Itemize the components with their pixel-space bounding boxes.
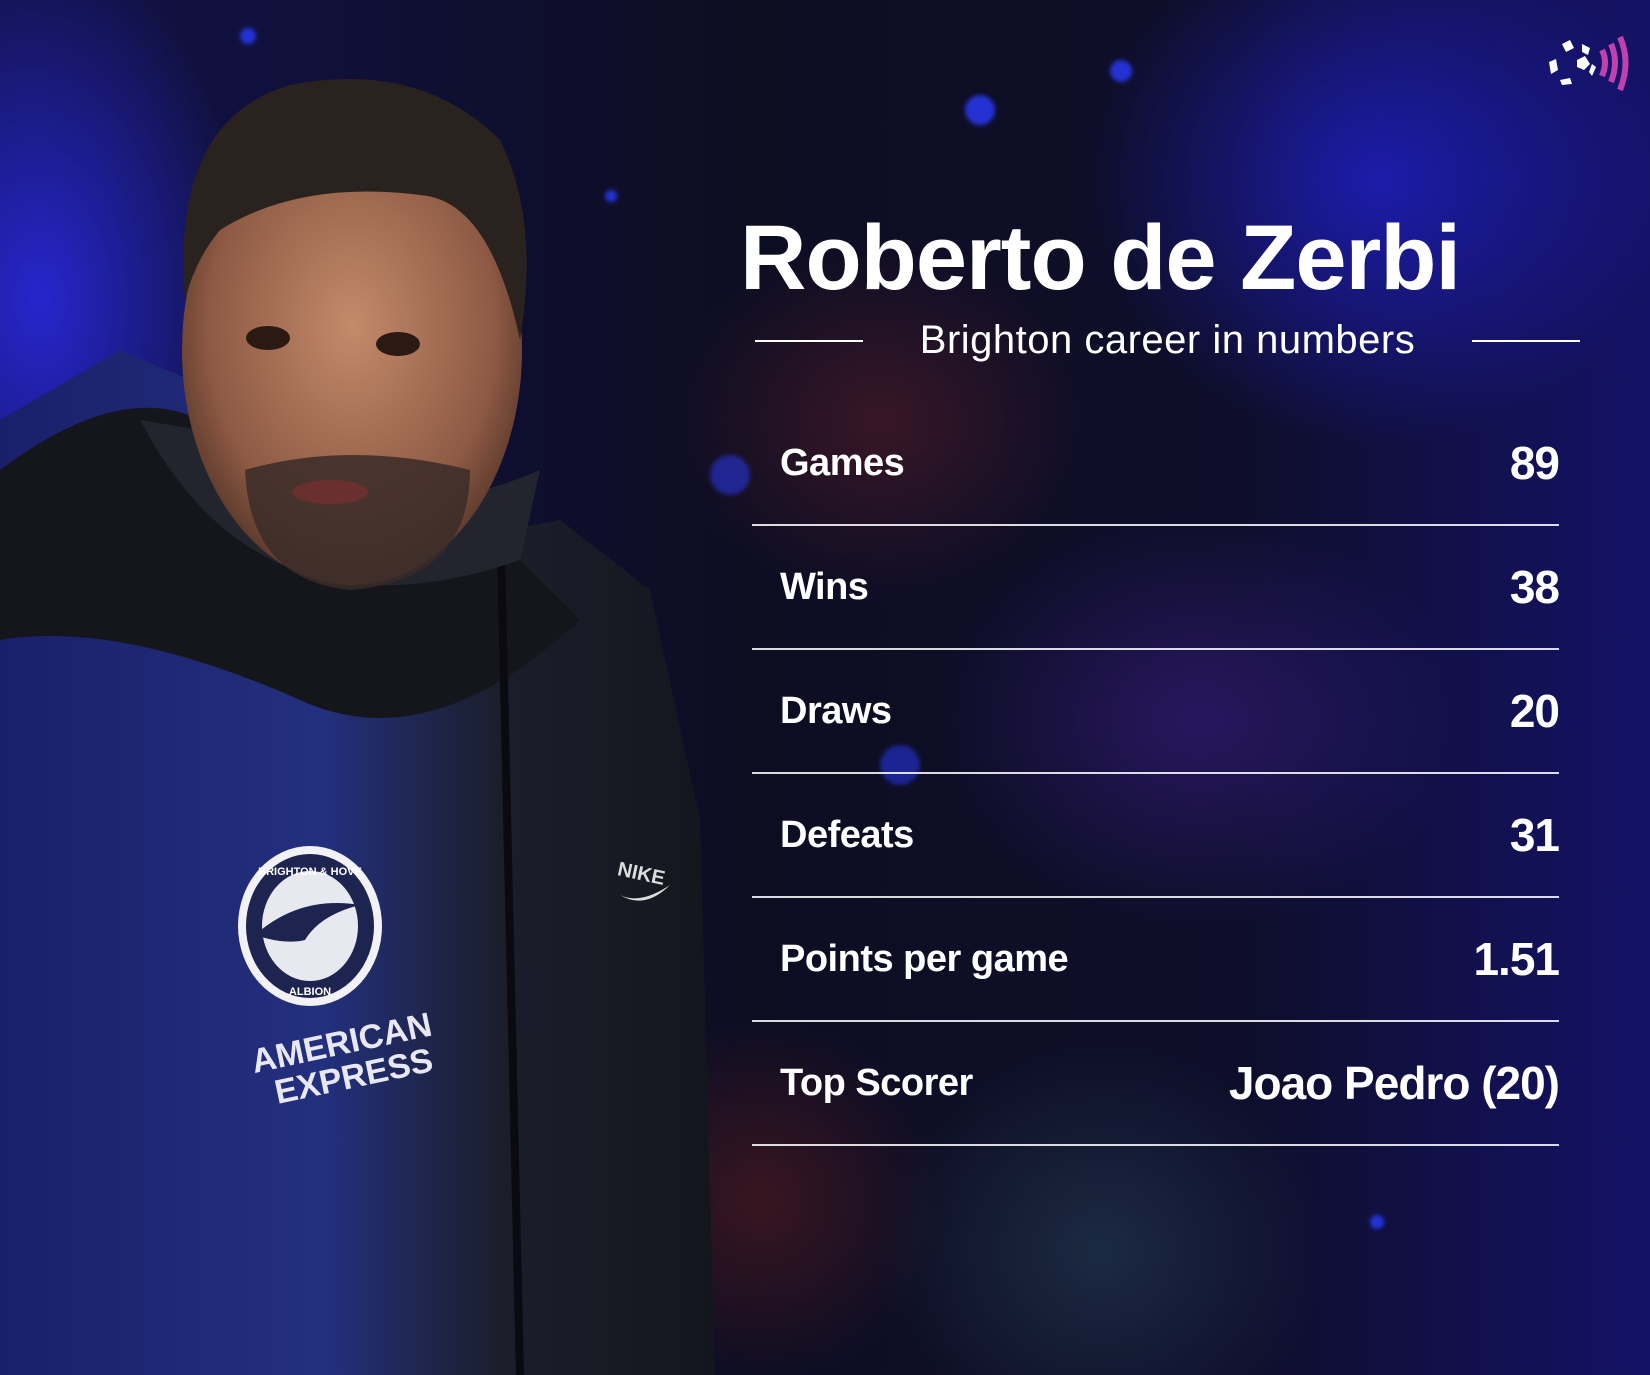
stat-value: Joao Pedro (20): [1228, 1057, 1560, 1109]
subtitle: Brighton career in numbers: [919, 318, 1416, 362]
bokeh-dot: [240, 28, 256, 44]
stat-value: 1.51: [1473, 933, 1560, 985]
bokeh-dot: [1110, 60, 1132, 82]
stat-label: Games: [780, 441, 905, 484]
stat-label: Top Scorer: [780, 1061, 973, 1104]
stat-label: Points per game: [780, 937, 1069, 980]
club-badge: BRIGHTON & HOVE ALBION: [238, 846, 382, 1006]
stat-label: Wins: [780, 565, 869, 608]
stat-value: 31: [1509, 809, 1560, 861]
stat-label: Draws: [780, 689, 892, 732]
bokeh-dot: [710, 455, 750, 495]
bokeh-dot: [1370, 1215, 1384, 1229]
stat-value: 38: [1509, 561, 1560, 613]
stat-row-wins: Wins 38: [752, 526, 1560, 650]
swoosh-icon: [620, 885, 670, 901]
bokeh-dot: [880, 745, 920, 785]
bokeh-dot: [965, 95, 995, 125]
football-broadcast-icon: [1549, 35, 1629, 92]
stat-row-points-per-game: Points per game 1.51: [752, 898, 1560, 1022]
badge-text-bottom: ALBION: [289, 986, 331, 998]
stats-table: Games 89 Wins 38 Draws 20 Defeats 31 Points …: [752, 402, 1560, 1146]
stat-value: 89: [1509, 437, 1560, 489]
stat-value: 20: [1509, 685, 1560, 737]
subtitle-row: Brighton career in numbers: [755, 318, 1580, 363]
stat-row-defeats: Defeats 31: [752, 774, 1560, 898]
subtitle-rule-left: [755, 339, 863, 342]
subtitle-rule-right: [1472, 339, 1580, 342]
manager-photo: BRIGHTON & HOVE ALBION AMERICAN EXPRESS …: [0, 79, 715, 1375]
stat-row-top-scorer: Top Scorer Joao Pedro (20): [752, 1022, 1560, 1146]
badge-text-top: BRIGHTON & HOVE: [258, 866, 362, 878]
stat-row-draws: Draws 20: [752, 650, 1560, 774]
stat-label: Defeats: [780, 813, 914, 856]
stat-row-games: Games 89: [752, 402, 1560, 526]
page-title: Roberto de Zerbi: [740, 207, 1461, 309]
bokeh-dot: [605, 190, 617, 202]
